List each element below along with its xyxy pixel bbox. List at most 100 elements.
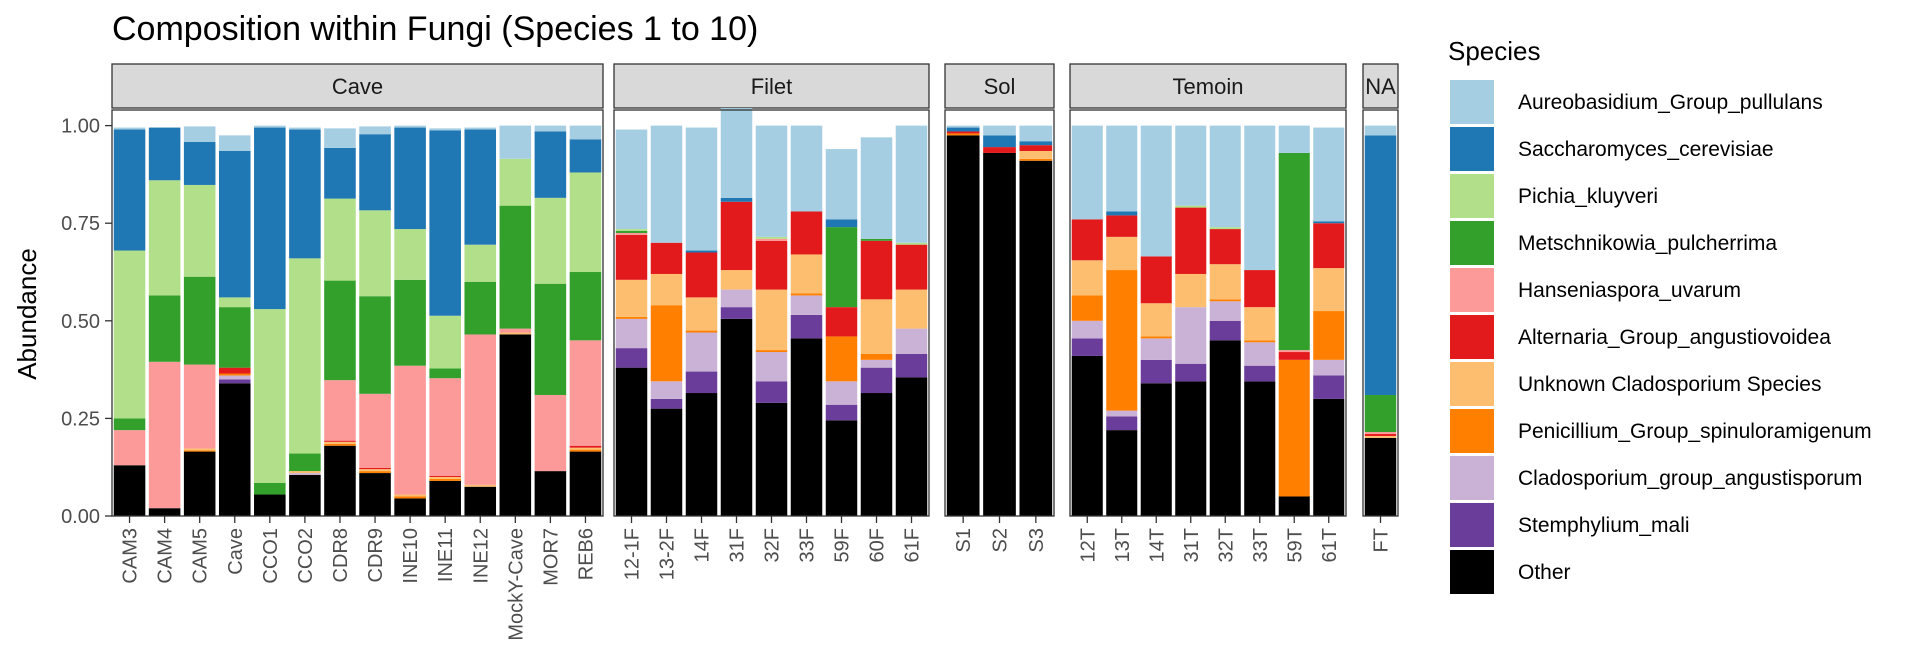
bar-segment [1140, 338, 1172, 360]
legend-key [1450, 127, 1494, 171]
x-tick-label: S3 [1026, 528, 1048, 552]
bar-segment [895, 242, 928, 245]
legend-label: Unknown Cladosporium Species [1518, 373, 1822, 396]
x-tick-label: CCO1 [260, 528, 282, 584]
bar-segment [113, 250, 146, 419]
x-tick-label: 60F [867, 528, 889, 562]
bar-segment [790, 338, 823, 516]
bar-segment [1244, 340, 1276, 343]
legend-title: Species [1448, 36, 1541, 66]
bar-segment [1244, 342, 1276, 366]
bar-segment [790, 211, 823, 255]
bar-segment [755, 402, 788, 516]
facet-strip-sol [944, 63, 1055, 109]
x-tick-label: 31F [727, 528, 749, 562]
legend-label: Other [1518, 561, 1571, 584]
bar-segment [218, 367, 251, 374]
bar-segment [825, 404, 858, 421]
bar-segment [534, 394, 567, 472]
bar-segment [685, 393, 718, 516]
bar-segment [569, 172, 602, 273]
bar-segment [860, 393, 893, 516]
facet-strip-na [1362, 63, 1399, 109]
x-tick-label: MockY-Cave [505, 528, 527, 641]
bar-segment [825, 336, 858, 382]
bar-segment [1019, 160, 1053, 516]
facet-strip-cave [111, 63, 604, 109]
bar-segment [1175, 307, 1207, 364]
bar-segment [148, 295, 181, 362]
legend-key [1450, 315, 1494, 359]
bar-segment [464, 244, 497, 282]
bar-segment [218, 297, 251, 308]
bar-segment [464, 129, 497, 245]
bar-segment [429, 480, 461, 516]
bar-segment [1278, 152, 1310, 351]
x-tick-label: 12-1F [622, 528, 644, 580]
bar-segment [359, 134, 391, 211]
bar-segment [429, 476, 461, 479]
bar-segment [1364, 435, 1397, 438]
x-tick-label: 14T [1146, 528, 1168, 562]
y-tick-label: 0.50 [61, 311, 100, 333]
bar-segment [1364, 394, 1397, 433]
x-tick-label: FT [1371, 528, 1393, 552]
bar-segment [569, 451, 602, 516]
bar-segment [720, 318, 753, 516]
bar-segment [1140, 359, 1172, 384]
bar-segment [218, 375, 251, 380]
bar-segment [1071, 219, 1103, 261]
legend-key [1450, 174, 1494, 218]
bar-segment [464, 484, 497, 487]
bar-segment [464, 281, 497, 335]
legend-label: Aureobasidium_Group_pullulans [1518, 91, 1823, 114]
bar-segment [860, 137, 893, 239]
bar-segment [359, 471, 391, 474]
bar-segment [148, 180, 181, 296]
x-tick-label: 59F [832, 528, 854, 562]
bar-segment [1313, 127, 1345, 222]
bar-segment [569, 445, 602, 448]
bar-segment [289, 453, 321, 472]
bar-segment [1313, 375, 1345, 399]
facet-strip-label: NA [1365, 74, 1396, 99]
bar-segment [1209, 299, 1241, 302]
x-tick-label: 59T [1284, 528, 1306, 562]
bar-segment [1106, 125, 1138, 212]
bar-segment [615, 279, 648, 317]
bar-segment [359, 126, 391, 135]
bar-segment [359, 469, 391, 472]
bar-segment [183, 364, 216, 449]
bar-segment [113, 129, 146, 251]
bar-segment [429, 128, 461, 131]
bar-segment [685, 330, 718, 333]
bar-segment [860, 353, 893, 360]
bar-segment [1364, 125, 1397, 136]
bar-segment [685, 250, 718, 253]
bar-segment [860, 367, 893, 394]
bar-segment [499, 205, 532, 329]
x-tick-label: CCO2 [295, 528, 317, 584]
bar-segment [983, 152, 1016, 516]
bar-segment [254, 494, 286, 516]
bar-segment [895, 244, 928, 290]
bar-segment [650, 381, 683, 399]
legend-key [1450, 221, 1494, 265]
bar-segment [183, 450, 216, 452]
x-tick-label: MOR7 [540, 528, 562, 586]
facet-strip-filet [613, 63, 930, 109]
bar-segment [946, 131, 980, 134]
bar-segment [1209, 229, 1241, 265]
legend-key [1450, 80, 1494, 124]
bar-segment [755, 125, 788, 237]
bar-segment [148, 508, 181, 516]
bar-segment [1278, 350, 1310, 353]
facet-panel-border [1362, 109, 1399, 517]
bar-segment [324, 445, 356, 516]
bar-segment [1209, 340, 1241, 516]
x-tick-label: CAM5 [190, 528, 212, 584]
bar-segment [685, 332, 718, 372]
x-tick-label: 14F [692, 528, 714, 562]
bar-segment [946, 133, 980, 136]
x-tick-label: 31T [1181, 528, 1203, 562]
